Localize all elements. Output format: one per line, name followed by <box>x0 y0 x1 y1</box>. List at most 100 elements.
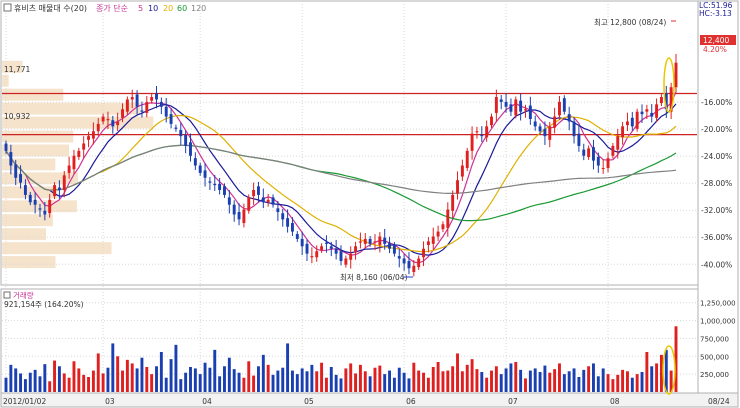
volume-bar <box>514 362 518 392</box>
candle-body <box>125 99 129 112</box>
volume-menu-icon[interactable] <box>3 291 11 299</box>
volume-bar <box>281 367 285 392</box>
volume-bar <box>130 363 134 392</box>
volume-bar <box>48 381 52 392</box>
volume-bar <box>208 367 212 392</box>
candle-body <box>179 130 183 137</box>
candle-body <box>388 242 392 249</box>
volume-bar <box>519 369 523 392</box>
candle-body <box>630 117 634 127</box>
volume-bar <box>596 376 600 392</box>
volume-profile-bar <box>2 102 141 115</box>
volume-bar <box>344 368 348 392</box>
candle-body <box>101 116 105 122</box>
candle-body <box>587 148 591 157</box>
y-tick-label: -36.00% <box>701 233 732 242</box>
candle-body <box>567 114 571 122</box>
volume-bar <box>14 368 18 392</box>
volume-bar <box>655 363 659 392</box>
candle-body <box>281 213 285 220</box>
volume-bar <box>533 368 537 392</box>
current-price-value: 12,400 <box>703 36 729 45</box>
candle-body <box>611 145 615 156</box>
x-tick-label: 04 <box>202 397 212 406</box>
volume-bar <box>261 354 265 392</box>
candle-body <box>155 93 158 100</box>
y-tick-label: -16.00% <box>701 98 732 107</box>
volume-bar <box>116 356 120 392</box>
candle-body <box>490 116 493 126</box>
candle-body <box>140 110 144 112</box>
volume-bar <box>184 372 188 392</box>
candle-body <box>383 237 387 244</box>
volume-tick-label: 750,000 <box>700 335 729 343</box>
candle-body <box>494 97 498 113</box>
candle-body <box>451 194 455 211</box>
volume-bar <box>562 374 566 392</box>
high-annotation: 최고 12,800 (08/24) <box>594 17 666 27</box>
volume-profile-bar <box>2 74 9 87</box>
candle-body <box>402 258 406 264</box>
volume-bar <box>101 373 105 392</box>
volume-bar <box>451 366 455 392</box>
candle-body <box>96 123 100 132</box>
candle-body <box>616 136 620 150</box>
candle-body <box>524 109 527 111</box>
volume-bar <box>363 371 367 392</box>
volume-bar <box>587 366 591 392</box>
volume-bar <box>567 371 571 392</box>
candle-body <box>431 236 435 244</box>
candle-body <box>252 190 256 197</box>
volume-bar <box>125 359 129 392</box>
candle-body <box>397 256 401 259</box>
chart-title: 휴비츠 매물대 수(20) <box>14 4 87 13</box>
volume-bar <box>145 367 149 392</box>
price-highlight-ellipse <box>663 57 675 113</box>
candle-body <box>305 243 309 254</box>
candle-body <box>650 112 654 117</box>
candle-body <box>223 186 226 195</box>
candle-body <box>373 241 377 243</box>
candle-body <box>57 187 61 190</box>
volume-bar <box>300 368 304 392</box>
ma-line-120 <box>5 144 677 194</box>
right-axis-area <box>697 0 739 394</box>
candle-body <box>543 128 547 137</box>
candle-body <box>655 104 659 118</box>
candle-body <box>159 101 163 107</box>
candle-body <box>174 127 178 129</box>
volume-bar <box>392 377 396 392</box>
candle-body <box>53 185 57 197</box>
candle-body <box>640 111 644 115</box>
volume-bar <box>397 367 401 392</box>
candle-body <box>407 260 411 269</box>
candle-body <box>509 104 513 112</box>
candle-body <box>582 149 586 156</box>
candle-body <box>48 199 52 214</box>
candle-body <box>572 121 576 137</box>
ma-legend-prefix: 종가 단순 <box>96 3 128 13</box>
candle-body <box>135 94 139 107</box>
volume-bar <box>286 343 290 392</box>
volume-bar <box>422 372 425 392</box>
candle-body <box>237 212 241 220</box>
volume-profile-bar <box>2 144 70 157</box>
volume-bar <box>373 367 377 392</box>
current-price-badge <box>700 35 736 45</box>
menu-icon[interactable] <box>3 3 12 12</box>
x-tick-label: 08 <box>610 397 620 406</box>
candle-body <box>87 136 90 140</box>
volume-profile-bar <box>2 214 53 227</box>
volume-bar <box>592 363 595 392</box>
volume-bar <box>28 372 32 392</box>
volume-bar <box>271 374 275 392</box>
volume-bar <box>23 379 27 392</box>
volume-bar <box>164 377 168 392</box>
volume-bar <box>417 370 421 392</box>
candle-body <box>558 101 561 116</box>
candle-body <box>538 126 542 132</box>
volume-bar <box>611 379 615 392</box>
candle-body <box>150 97 154 101</box>
volume-bar <box>446 370 450 392</box>
